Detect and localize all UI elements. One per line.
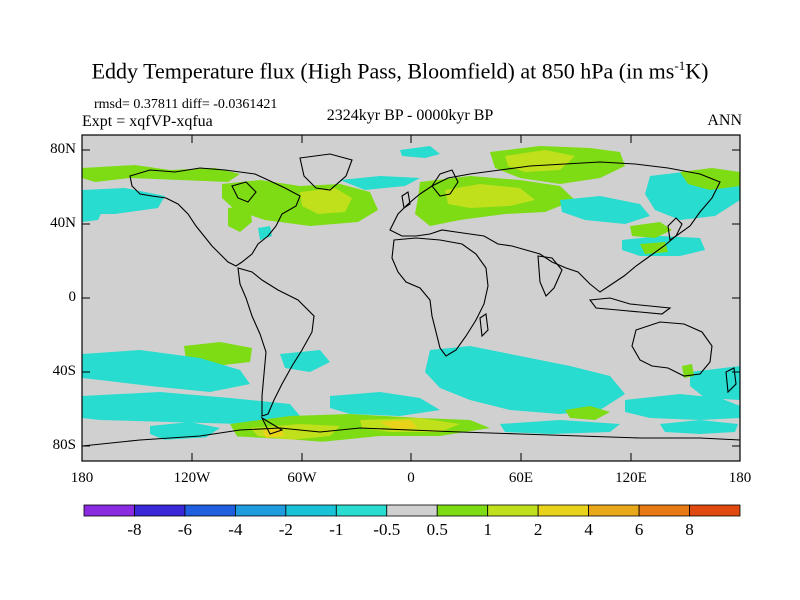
field-patch <box>445 184 535 208</box>
lon-label-120e: 120E <box>615 470 647 486</box>
axis-ticks <box>82 135 740 461</box>
rmsd-diff-stats: rmsd= 0.37811 diff= -0.0361421 <box>94 97 278 112</box>
time-period-label: 2324kyr BP - 0000kyr BP <box>326 107 494 124</box>
colorbar-tick-label: 1 <box>483 520 492 539</box>
coast-uk <box>401 191 411 209</box>
field-patch <box>625 394 740 420</box>
field-patch <box>82 165 240 182</box>
colorbar <box>83 504 741 517</box>
lat-label-80n: 80N <box>50 141 76 157</box>
colorbar-swatch <box>285 504 337 517</box>
lon-label-180w: 180 <box>70 470 94 486</box>
colorbar-swatch <box>487 504 539 517</box>
lon-label-120w: 120W <box>173 470 211 486</box>
experiment-label: Expt = xqfVP-xqfua <box>82 113 213 130</box>
colorbar-swatch <box>638 504 690 517</box>
colorbar-swatch <box>436 504 489 517</box>
coast-scandinavia <box>431 169 459 197</box>
title-superscript: -1 <box>674 58 686 73</box>
colorbar-tick-label: -6 <box>177 520 192 539</box>
colorbar-swatch <box>234 504 287 517</box>
colorbar-swatch <box>689 504 741 517</box>
colorbar-tick-label: 4 <box>584 520 593 539</box>
colorbar-tick-label: 8 <box>685 520 694 539</box>
field-patch <box>630 222 672 238</box>
field-patch <box>500 420 620 434</box>
field-patch <box>330 392 440 416</box>
field-patch <box>82 436 740 461</box>
season-label: ANN <box>707 112 742 129</box>
title-main: Eddy Temperature flux (High Pass, Bloomf… <box>91 58 675 84</box>
field-patch <box>400 146 440 158</box>
lat-label-0: 0 <box>68 289 77 305</box>
coast-indonesia <box>588 297 672 315</box>
colorbar-swatch <box>537 504 590 517</box>
coast-north-america <box>129 167 301 267</box>
field-patch <box>258 226 272 240</box>
field-patch <box>682 364 694 378</box>
colorbar-tick-label: -8 <box>127 520 142 539</box>
field-patch <box>82 205 105 222</box>
coast-australia <box>631 321 713 377</box>
coast-south-america <box>237 267 315 417</box>
lon-label-0: 0 <box>407 470 415 486</box>
colorbar-swatch <box>335 504 388 517</box>
field-patch <box>280 350 330 372</box>
title-tail: K) <box>685 58 709 84</box>
colorbar-swatch <box>386 504 438 517</box>
coast-madagascar <box>479 313 489 338</box>
lon-label-60w: 60W <box>287 470 317 486</box>
colorbar-tick-label: 2 <box>533 520 543 539</box>
colorbar-tick-label: -0.5 <box>373 520 401 539</box>
plot-title: Eddy Temperature flux (High Pass, Bloomf… <box>0 58 800 84</box>
field-patch <box>300 188 352 214</box>
colorbar-swatch <box>184 504 236 517</box>
lon-label-180e: 180 <box>728 470 752 486</box>
field-patch <box>82 350 250 392</box>
lat-label-40s: 40S <box>52 363 76 379</box>
colorbar-swatch <box>588 504 640 517</box>
coast-new-zealand <box>725 367 737 394</box>
colorbar-tick-label: 6 <box>634 520 644 539</box>
lon-label-60e: 60E <box>508 470 534 486</box>
lat-label-40n: 40N <box>50 215 76 231</box>
field-patch <box>340 176 420 190</box>
field-patch <box>565 406 610 420</box>
field-patch <box>560 196 650 224</box>
field-patch <box>660 420 738 434</box>
colorbar-tick-label: -1 <box>329 520 344 539</box>
coast-hudson <box>231 181 257 203</box>
colorbar-tick-label: -2 <box>278 520 293 539</box>
coast-greenland <box>299 153 353 191</box>
colorbar-swatch <box>134 504 186 517</box>
field-patch <box>640 242 668 254</box>
coast-antarctica <box>82 427 740 447</box>
field-patch <box>82 392 300 424</box>
field-patch <box>228 206 252 232</box>
colorbar-tick-label: 0.5 <box>426 520 448 539</box>
coast-antarctic-peninsula <box>260 416 284 435</box>
lat-label-80s: 80S <box>52 437 76 453</box>
coast-africa <box>391 237 489 357</box>
colorbar-tick-label: -4 <box>228 520 243 539</box>
colorbar-swatch <box>83 504 135 517</box>
field-patch <box>380 420 418 430</box>
coast-india <box>537 255 563 297</box>
coast-japan <box>667 217 683 241</box>
coast-eurasia <box>389 161 721 293</box>
coastlines <box>82 153 740 447</box>
field-patch <box>500 376 565 400</box>
